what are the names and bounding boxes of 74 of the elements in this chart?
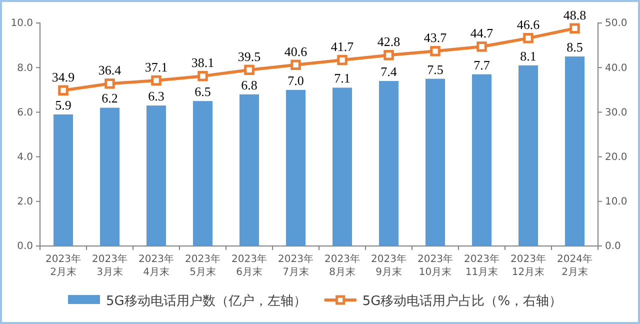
point [58, 85, 68, 96]
x-tick-label: 2023年 9月末 [371, 253, 406, 278]
y2-tick-label: 50.0 [605, 18, 628, 30]
data-label: 7.7 [474, 57, 490, 72]
bar [146, 106, 166, 246]
x-tick-label: 2023年 4月末 [138, 253, 174, 278]
data-label: 5.9 [55, 97, 72, 112]
legend-label: 5G移动电话用户数（亿户，左轴） [106, 294, 306, 309]
data-label: 44.7 [470, 26, 494, 41]
point [523, 33, 534, 44]
y-tick-label: 10.0 [10, 18, 33, 30]
y2-tick-label: 0.0 [605, 241, 621, 252]
data-label: 7.1 [334, 70, 350, 86]
x-tick-label: 2023年 12月末 [510, 253, 546, 278]
point [476, 42, 487, 52]
data-label: 6.2 [102, 90, 118, 106]
data-label: 34.9 [52, 69, 75, 84]
data-label: 6.8 [241, 77, 258, 92]
legend-label: 5G移动电话用户占比（%，右轴） [362, 294, 562, 309]
bar [564, 56, 585, 246]
y-tick-label: 8.0 [17, 62, 33, 74]
x-tick-label: 2023年 8月末 [324, 253, 360, 278]
data-label: 6.5 [194, 84, 211, 100]
x-tick-label: 2023年 10月末 [418, 253, 453, 278]
x-tick-label: 2023年 5月末 [185, 253, 220, 278]
y-tick-label: 6.0 [17, 107, 33, 118]
data-label: 39.5 [238, 48, 261, 64]
point [430, 46, 440, 56]
data-label: 7.0 [288, 72, 304, 88]
data-label: 38.1 [191, 55, 214, 70]
y-tick-label: 4.0 [17, 152, 33, 163]
data-label: 48.8 [563, 7, 586, 22]
data-label: 43.7 [424, 30, 448, 46]
data-label: 8.5 [566, 39, 583, 54]
x-tick-label: 2023年 6月末 [232, 253, 267, 278]
data-label: 40.6 [284, 44, 308, 59]
point [384, 50, 394, 60]
data-label: 41.7 [330, 39, 354, 54]
point [244, 64, 254, 75]
x-tick-label: 2023年 3月末 [92, 253, 128, 278]
x-tick-label: 2023年 2月末 [46, 253, 81, 278]
point [104, 78, 115, 89]
data-label: 7.5 [427, 62, 444, 77]
data-label: 36.4 [98, 62, 122, 78]
data-label: 42.8 [377, 34, 400, 50]
y-tick-label: 0.0 [17, 241, 33, 252]
y2-tick-label: 30.0 [605, 107, 628, 118]
y2-tick-label: 40.0 [605, 62, 628, 74]
data-label: 7.4 [380, 64, 398, 79]
point [290, 60, 301, 70]
y2-tick-label: 20.0 [605, 152, 628, 163]
bar [192, 101, 213, 246]
point [151, 75, 162, 86]
point [337, 54, 348, 66]
data-label: 8.1 [520, 48, 536, 64]
bar [332, 88, 352, 246]
bar [378, 80, 399, 246]
data-label: 6.3 [148, 88, 164, 104]
bar [100, 108, 120, 246]
y-tick-label: 2.0 [17, 196, 33, 208]
x-tick-label: 2024年 2月末 [557, 253, 592, 278]
data-label: 46.6 [516, 17, 540, 32]
point [198, 70, 208, 82]
point [570, 23, 580, 34]
bar [425, 78, 446, 246]
y2-tick-label: 10.0 [605, 196, 628, 208]
bar [286, 90, 306, 246]
bar [53, 114, 74, 246]
x-tick-label: 2023年 11月末 [464, 253, 500, 278]
bar [518, 65, 538, 246]
bar [239, 94, 260, 246]
bar [472, 74, 492, 246]
data-label: 37.1 [144, 60, 168, 75]
x-tick-label: 2023年 7月末 [278, 253, 314, 278]
